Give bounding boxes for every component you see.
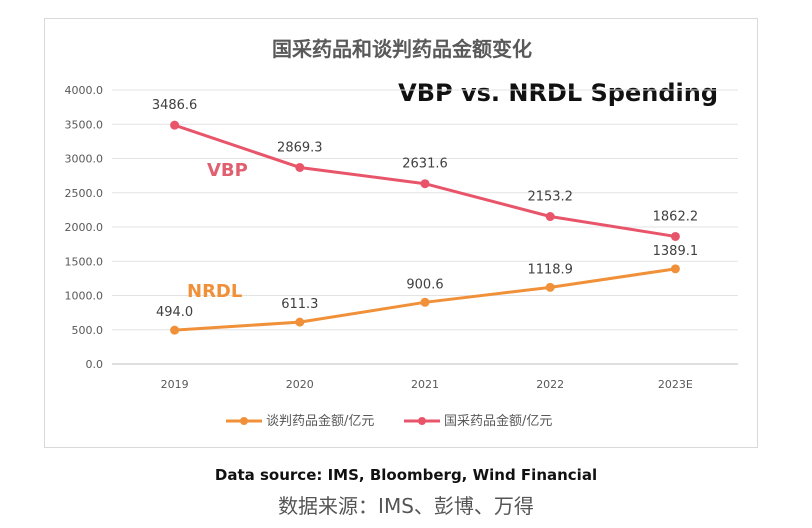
legend-item-vbp: 国采药品金额/亿元 [404,413,552,429]
data-point [545,282,555,292]
source-english: Data source: IMS, Bloomberg, Wind Financ… [214,466,598,484]
data-label: 494.0 [156,305,193,320]
x-tick-label: 2023E [658,378,693,391]
data-point [295,317,305,327]
chart-title: 国采药品和谈判药品金额变化 [272,37,532,61]
data-label: 900.6 [406,277,443,292]
data-point [170,325,180,335]
y-tick-label: 1500.0 [65,255,104,268]
grid-lines [112,89,738,365]
data-label: 2631.6 [402,157,448,172]
series-vbp: 3486.6 2869.3 2631.6 2153.2 1862.2 [152,98,698,241]
data-label: 3486.6 [152,98,198,113]
data-label: 1118.9 [527,262,573,277]
data-point [545,212,555,222]
data-point [420,297,430,307]
x-tick-label: 2022 [536,378,564,391]
y-tick-label: 2000.0 [65,221,104,234]
data-label: 2153.2 [527,190,573,205]
nrdl-series-tag: NRDL [187,281,242,302]
y-tick-label: 4000.0 [65,84,104,97]
data-label: 1862.2 [653,209,699,224]
y-axis-ticks: 4000.0 3500.0 3000.0 2500.0 2000.0 1500.0 1000… [65,84,104,371]
x-tick-label: 2020 [286,378,314,391]
x-axis-ticks: 2019 2020 2021 2022 2023E [161,378,693,391]
y-tick-label: 2500.0 [65,187,104,200]
y-tick-label: 3000.0 [65,153,104,166]
y-tick-label: 500.0 [72,324,104,337]
legend-label-vbp: 国采药品金额/亿元 [444,413,552,429]
x-tick-label: 2021 [411,378,439,391]
data-point [670,264,680,274]
legend-item-nrdl: 谈判药品金额/亿元 [226,413,374,429]
source-chinese: 数据来源：IMS、彭博、万得 [278,494,534,518]
vbp-series-tag: VBP [207,160,248,181]
data-point [670,231,680,241]
legend-label-nrdl: 谈判药品金额/亿元 [266,413,374,429]
data-label: 611.3 [281,297,318,312]
legend-swatch-marker [418,417,426,425]
data-label: 2869.3 [277,140,323,155]
legend-swatch-marker [240,417,248,425]
data-label: 1389.1 [653,244,699,259]
y-tick-label: 1000.0 [65,290,104,303]
series-nrdl: 494.0 611.3 900.6 1118.9 1389.1 [156,244,698,335]
data-point [420,179,430,189]
overlay-title: VBP vs. NRDL Spending [398,79,718,107]
data-point [295,162,305,172]
legend: 谈判药品金额/亿元 国采药品金额/亿元 [226,413,552,429]
y-tick-label: 3500.0 [65,118,104,131]
x-tick-label: 2019 [161,378,189,391]
y-tick-label: 0.0 [86,358,104,371]
data-point [170,120,180,130]
line-chart: 国采药品和谈判药品金额变化 VBP vs. NRDL Spending 4000… [65,37,738,429]
